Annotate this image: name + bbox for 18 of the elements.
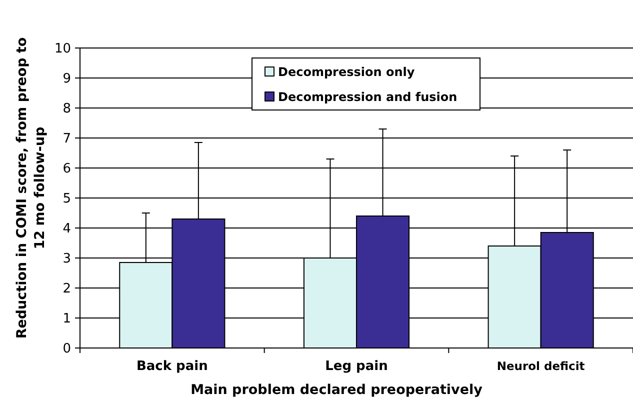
y-tick-label: 9 <box>62 72 71 87</box>
y-tick-label: 8 <box>62 102 71 117</box>
legend-label: Decompression and fusion <box>278 90 458 104</box>
y-tick-label: 4 <box>62 222 71 237</box>
y-tick-label: 6 <box>62 162 71 177</box>
y-tick-label: 5 <box>62 192 71 207</box>
y-tick-label: 3 <box>62 252 71 267</box>
y-axis-title: Reduction in COMI score, from preop to 12 mo follow-up <box>14 37 48 339</box>
x-tick-label: Neurol deficit <box>496 359 586 373</box>
y-tick-label: 2 <box>62 282 71 297</box>
y-tick-label: 0 <box>62 342 71 357</box>
y-tick-label: 7 <box>62 132 71 147</box>
x-tick-label: Back pain <box>136 359 208 374</box>
y-tick-label: 10 <box>54 42 71 57</box>
x-axis-title: Main problem declared preoperatively <box>190 382 483 398</box>
legend-label: Decompression only <box>278 65 415 80</box>
x-tick-label: Leg pain <box>325 359 388 374</box>
y-tick-label: 1 <box>62 312 71 327</box>
